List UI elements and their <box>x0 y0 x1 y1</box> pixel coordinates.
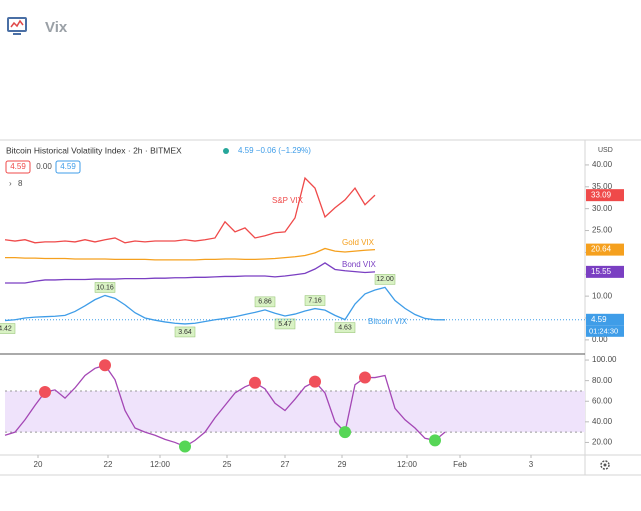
series-line <box>4 286 446 325</box>
price-change: 4.59 −0.06 (−1.29%) <box>238 146 311 155</box>
input-box[interactable] <box>5 160 31 174</box>
countdown-box <box>586 325 624 337</box>
oversold-dot <box>429 434 441 447</box>
y-tick-label: 30.00 <box>592 204 613 213</box>
y-tick-label: 40.00 <box>592 160 613 169</box>
y-tick-label: 35.00 <box>592 182 613 191</box>
series-line <box>4 364 446 448</box>
collapse-chevron[interactable]: › <box>9 179 12 188</box>
last-value: 33.09 <box>591 190 612 199</box>
x-tick-label: 22 <box>104 460 113 469</box>
input-value: 4.59 <box>10 162 26 171</box>
oversold-dot <box>179 440 191 453</box>
series-line <box>5 262 376 284</box>
value-label: 3.64 <box>178 329 192 336</box>
value-label-box <box>334 322 356 333</box>
last-value-box <box>586 243 624 256</box>
value-label-box <box>274 318 296 330</box>
plot-layer: 4.42 10.16 3.64 6.86 5.47 7.16 4.63 12.00 <box>0 176 585 453</box>
band-fill <box>5 390 585 433</box>
last-value: 15.55 <box>591 267 612 276</box>
value-label: 7.16 <box>308 297 322 304</box>
overbought-dot <box>309 375 321 388</box>
currency-label: USD <box>598 147 613 154</box>
last-value-box <box>586 189 624 202</box>
x-tick-label: 25 <box>223 460 232 469</box>
last-value-box <box>586 313 624 326</box>
series-label: Gold VIX <box>342 238 375 247</box>
y-tick-label: 100.00 <box>592 355 617 364</box>
settings-icon[interactable] <box>600 460 610 470</box>
y-tick-label: 10.00 <box>592 291 613 300</box>
y-tick-label: 20.00 <box>592 438 613 447</box>
x-tick-label: 12:00 <box>397 460 418 469</box>
x-tick-label: 27 <box>281 460 290 469</box>
value-label-box <box>174 326 196 338</box>
y-tick-label: 25.00 <box>592 226 613 235</box>
indicator-count: 8 <box>18 179 23 188</box>
series-line <box>4 176 376 244</box>
value-label: 4.63 <box>338 324 352 331</box>
x-tick-label: 20 <box>34 460 43 469</box>
value-label: 5.47 <box>278 321 292 328</box>
value-label-box <box>0 323 16 334</box>
series-line <box>5 247 376 261</box>
y-tick-label: 0.00 <box>592 335 608 344</box>
last-value: 4.59 <box>591 315 607 324</box>
input-value: 4.59 <box>60 162 76 171</box>
input-value: 0.00 <box>36 162 52 171</box>
series-label: Bitcoin VIX <box>368 317 408 326</box>
value-label: 4.42 <box>0 325 12 332</box>
value-label: 10.16 <box>96 284 114 291</box>
overbought-dot <box>249 376 261 389</box>
x-tick-label: 3 <box>529 460 534 469</box>
oversold-dot <box>339 426 351 439</box>
series-label: Bond VIX <box>342 260 376 269</box>
page-title: Vix <box>45 19 68 36</box>
status-dot <box>223 148 229 154</box>
y-tick-label: 80.00 <box>592 376 613 385</box>
y-tick-label: 60.00 <box>592 396 613 405</box>
value-label-box <box>254 296 276 308</box>
overbought-dot <box>359 371 371 384</box>
value-label-box <box>374 274 396 285</box>
y-tick-label: 40.00 <box>592 417 613 426</box>
value-label: 6.86 <box>258 299 272 306</box>
chart-title: Bitcoin Historical Volatility Index · 2h… <box>6 145 182 155</box>
countdown: 01:24:30 <box>589 326 618 335</box>
value-label: 12.00 <box>376 276 394 283</box>
last-value-box <box>586 265 624 278</box>
series-label: S&P VIX <box>272 196 304 205</box>
x-tick-label: Feb <box>453 460 467 469</box>
app-icon <box>7 17 27 35</box>
overbought-dot <box>39 385 51 398</box>
overbought-dot <box>99 359 111 372</box>
value-label-box <box>94 282 116 293</box>
last-value: 20.64 <box>591 245 612 254</box>
x-tick-label: 12:00 <box>150 460 171 469</box>
x-tick-label: 29 <box>338 460 347 469</box>
value-label-box <box>304 295 326 306</box>
input-box[interactable] <box>55 160 81 174</box>
